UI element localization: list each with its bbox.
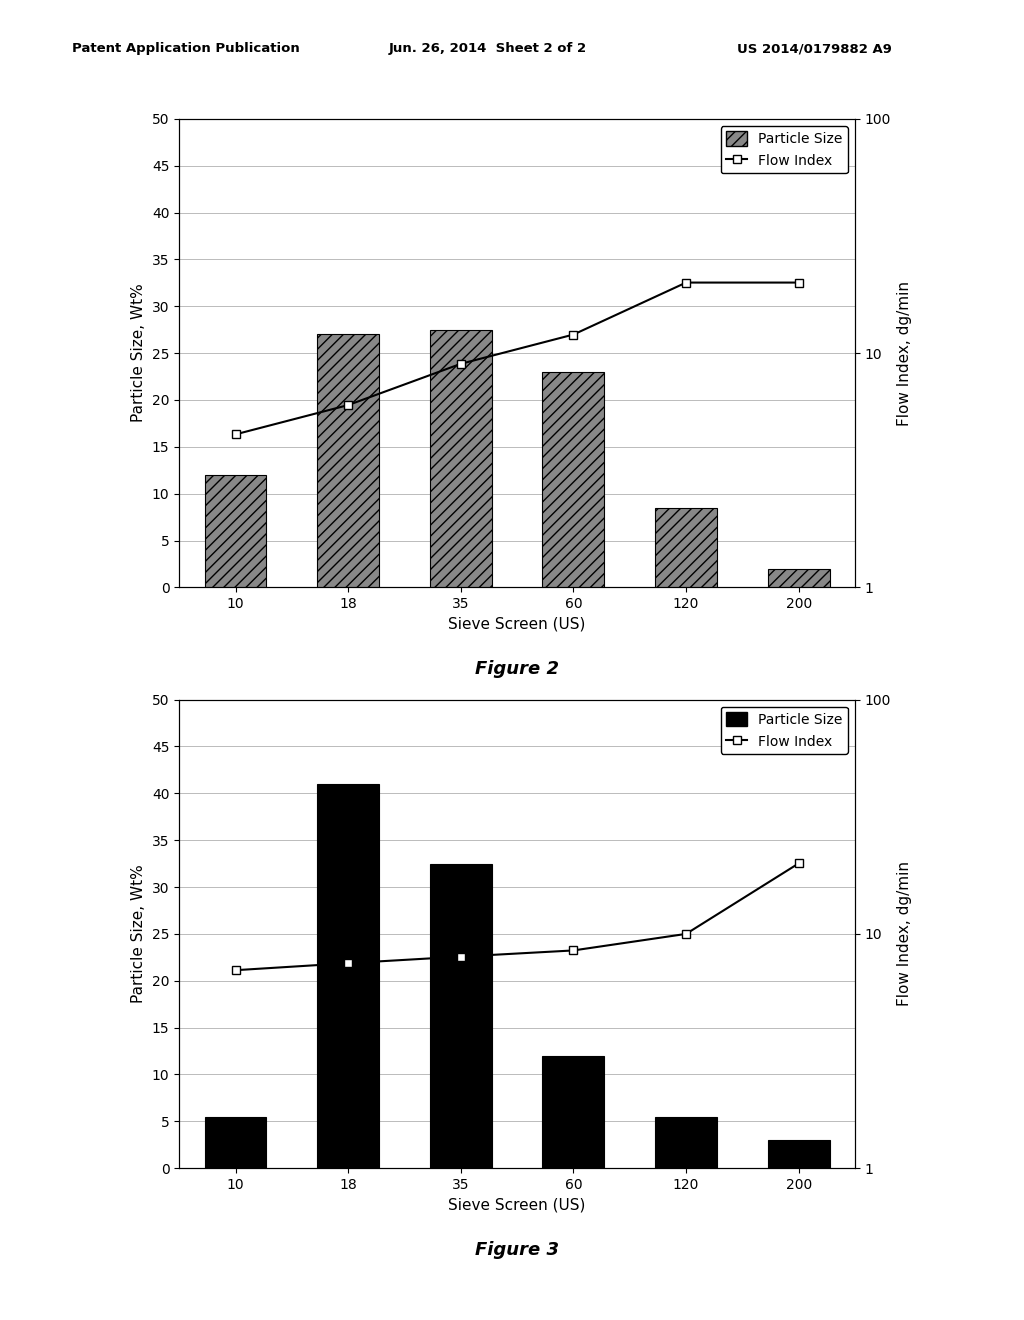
Y-axis label: Flow Index, dg/min: Flow Index, dg/min [897, 862, 911, 1006]
Bar [768, 1140, 829, 1168]
Bar [543, 1056, 604, 1168]
Text: US 2014/0179882 A9: US 2014/0179882 A9 [737, 42, 892, 55]
Bar [543, 372, 604, 587]
Bar [205, 1117, 266, 1168]
Text: Figure 2: Figure 2 [475, 660, 559, 678]
Legend: Particle Size, Flow Index: Particle Size, Flow Index [721, 706, 848, 754]
Bar [430, 863, 492, 1168]
Bar [317, 334, 379, 587]
Text: Patent Application Publication: Patent Application Publication [72, 42, 299, 55]
Legend: Particle Size, Flow Index: Particle Size, Flow Index [721, 125, 848, 173]
Bar [317, 784, 379, 1168]
Text: Jun. 26, 2014  Sheet 2 of 2: Jun. 26, 2014 Sheet 2 of 2 [389, 42, 587, 55]
Bar [430, 330, 492, 587]
Bar [205, 475, 266, 587]
X-axis label: Sieve Screen (US): Sieve Screen (US) [449, 616, 586, 632]
Y-axis label: Flow Index, dg/min: Flow Index, dg/min [897, 281, 911, 425]
X-axis label: Sieve Screen (US): Sieve Screen (US) [449, 1197, 586, 1213]
Text: Figure 3: Figure 3 [475, 1241, 559, 1259]
Y-axis label: Particle Size, Wt%: Particle Size, Wt% [131, 865, 146, 1003]
Y-axis label: Particle Size, Wt%: Particle Size, Wt% [131, 284, 146, 422]
Bar [655, 1117, 717, 1168]
Bar [768, 569, 829, 587]
Bar [655, 508, 717, 587]
